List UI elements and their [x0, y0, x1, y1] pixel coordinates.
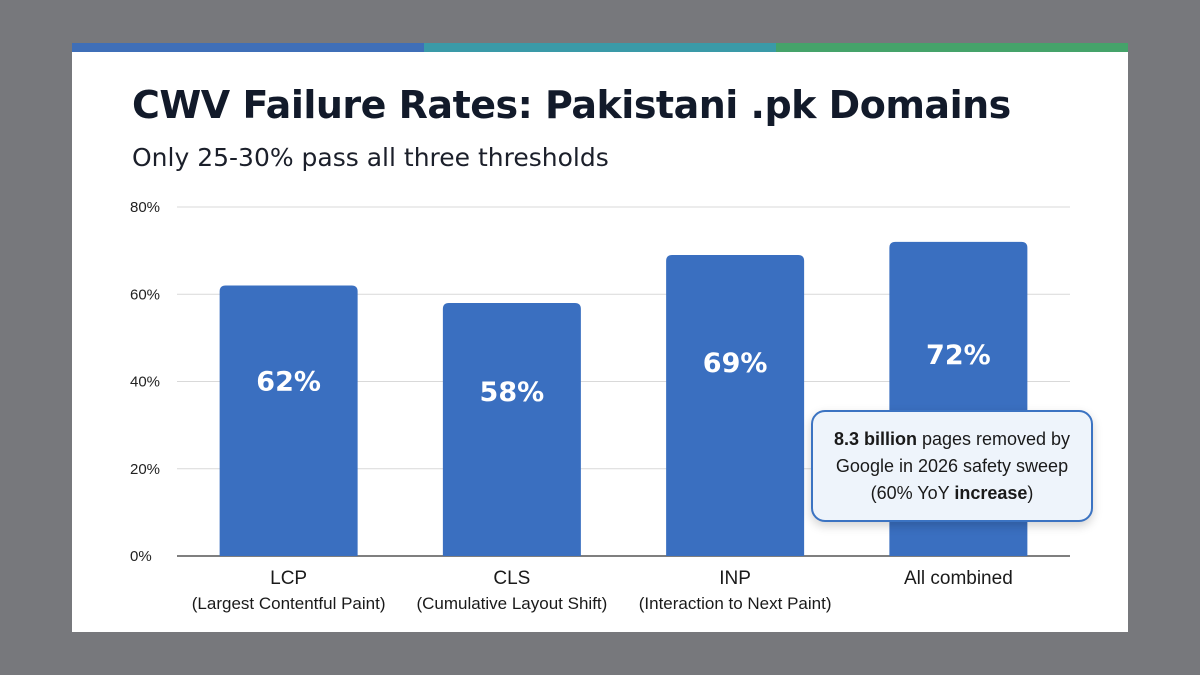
chart-card: CWV Failure Rates: Pakistani .pk Domains… [72, 43, 1128, 632]
callout-bold-figure: 8.3 billion [833, 428, 917, 449]
bar-data-labels: 62% 58% 69% 72% [256, 340, 990, 408]
bar-cls [442, 302, 581, 556]
x-tick-label: INP [719, 568, 751, 589]
x-tick-sublabel: (Cumulative Layout Shift) [416, 594, 607, 613]
callout-bold-word: increase [954, 482, 1028, 503]
accent-bar [72, 43, 1128, 52]
x-tick-label: All combined [904, 568, 1013, 589]
page-title: CWV Failure Rates: Pakistani .pk Domains [132, 83, 1011, 127]
callout-body: pages removed by Google in 2026 safety s… [835, 428, 1071, 503]
accent-segment-teal [424, 43, 776, 52]
x-tick-sublabel: (Interaction to Next Paint) [639, 594, 832, 613]
accent-segment-green [776, 43, 1128, 52]
y-tick-label: 0% [130, 548, 152, 565]
accent-segment-blue [72, 43, 424, 52]
y-tick-label: 20% [130, 461, 160, 478]
x-axis-ticks: LCP (Largest Contentful Paint) CLS (Cumulat… [192, 568, 1013, 613]
callout-close: ) [1027, 482, 1034, 503]
bar-inp [666, 254, 805, 557]
page-subtitle: Only 25-30% pass all three thresholds [132, 143, 609, 172]
bar-lcp [219, 285, 358, 556]
bar-value-label: 72% [926, 340, 991, 371]
x-tick-label: LCP [270, 568, 307, 589]
y-tick-label: 60% [130, 286, 160, 303]
bar-value-label: 58% [480, 377, 545, 408]
y-tick-label: 40% [130, 374, 160, 391]
callout-box: 8.3 billion pages removed by Google in 2… [811, 410, 1093, 522]
bar-value-label: 62% [256, 366, 321, 397]
x-tick-sublabel: (Largest Contentful Paint) [192, 594, 386, 613]
y-tick-label: 80% [130, 199, 160, 216]
callout-text: 8.3 billion pages removed by Google in 2… [829, 426, 1075, 507]
bar-value-label: 69% [703, 348, 768, 379]
x-tick-label: CLS [493, 568, 530, 589]
bar-chart: 0% 20% 40% 60% 80% 62% 58% 69% 72% LCP (Largest … [130, 199, 1070, 613]
y-axis-ticks: 0% 20% 40% 60% 80% [130, 199, 160, 565]
